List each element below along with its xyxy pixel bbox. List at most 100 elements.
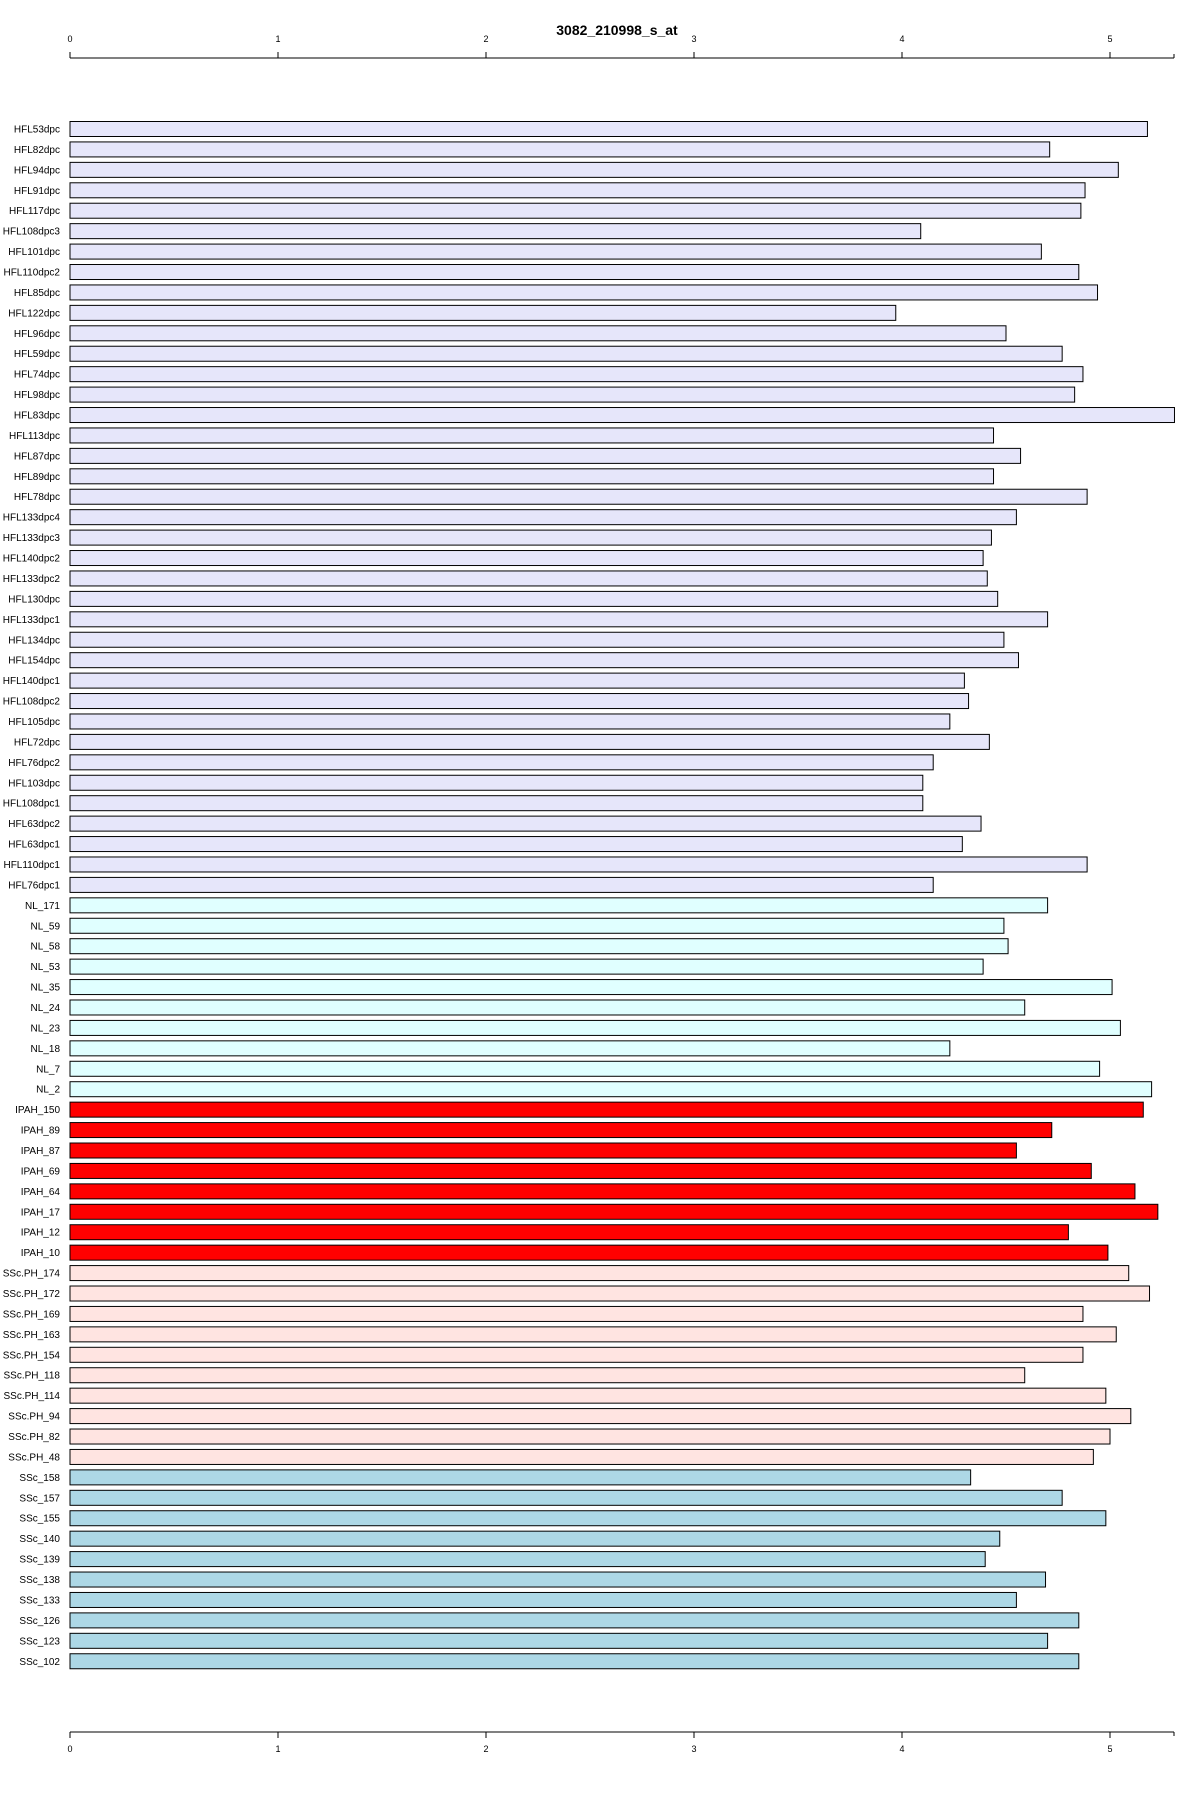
bar (69, 1571, 1047, 1588)
category-label: SSc.PH_118 (3, 1371, 60, 1382)
category-label: NL_58 (31, 942, 61, 953)
bar (69, 1428, 1111, 1445)
bar (69, 345, 1063, 362)
category-label: SSc.PH_94 (8, 1412, 60, 1423)
category-label: HFL82dpc (14, 145, 60, 156)
category-label: IPAH_12 (21, 1228, 61, 1239)
category-label: HFL108dpc3 (3, 227, 61, 238)
bar (69, 1346, 1084, 1363)
category-label: HFL140dpc1 (3, 676, 61, 687)
category-label: HFL89dpc (14, 472, 60, 483)
bar (69, 509, 1017, 526)
category-label: HFL94dpc (14, 165, 60, 176)
bottom-tick-label: 5 (1107, 1744, 1112, 1754)
category-label: HFL133dpc4 (3, 513, 61, 524)
category-label: SSc_102 (19, 1657, 60, 1668)
category-label: SSc.PH_172 (3, 1289, 61, 1300)
bar (69, 1367, 1026, 1384)
bar (69, 1632, 1049, 1649)
bar (69, 590, 999, 607)
bar (69, 795, 924, 812)
bar (69, 815, 982, 832)
bar (69, 1162, 1092, 1179)
category-label: HFL76dpc1 (8, 880, 60, 891)
bar (69, 611, 1049, 628)
bar (69, 1081, 1153, 1098)
top-tick-label: 4 (899, 34, 904, 44)
category-label: HFL53dpc (14, 125, 60, 136)
category-label: SSc.PH_163 (3, 1330, 61, 1341)
category-label: HFL85dpc (14, 288, 60, 299)
bar (69, 447, 1022, 464)
category-label: SSc_133 (19, 1595, 60, 1606)
category-label: HFL83dpc (14, 411, 60, 422)
category-labels: HFL53dpc HFL82dpc HFL94dpc HFL91dpc HFL117dp… (3, 125, 61, 1668)
category-label: SSc.PH_154 (3, 1350, 61, 1361)
bar (69, 1244, 1109, 1261)
bar (69, 243, 1042, 260)
bar (69, 1265, 1130, 1282)
bar (69, 264, 1080, 281)
category-label: SSc.PH_174 (3, 1269, 61, 1280)
bar (69, 1612, 1080, 1629)
category-label: SSc_157 (19, 1493, 60, 1504)
bar (69, 407, 1175, 424)
bar (69, 1224, 1069, 1241)
bar (69, 1060, 1101, 1077)
category-label: NL_24 (31, 1003, 61, 1014)
category-label: HFL74dpc (14, 370, 60, 381)
category-label: HFL108dpc2 (3, 697, 61, 708)
bar (69, 325, 1007, 342)
bottom-tick-label: 2 (483, 1744, 488, 1754)
category-label: HFL76dpc2 (8, 758, 60, 769)
bar (69, 652, 1019, 669)
category-label: SSc_138 (19, 1575, 60, 1586)
chart-title: 3082_210998_s_at (556, 22, 678, 38)
bar (69, 1285, 1151, 1302)
bottom-x-axis: 0 1 2 3 4 5 (67, 1731, 1175, 1754)
bar (69, 856, 1088, 873)
top-tick-label: 1 (275, 34, 280, 44)
bar (69, 774, 924, 791)
bar (69, 141, 1051, 158)
category-label: HFL133dpc2 (3, 574, 61, 585)
category-label: IPAH_69 (21, 1166, 61, 1177)
category-label: IPAH_87 (21, 1146, 61, 1157)
bar (69, 1469, 972, 1486)
category-label: HFL108dpc1 (3, 799, 61, 810)
category-label: SSc.PH_169 (3, 1309, 61, 1320)
bar (69, 1142, 1017, 1159)
bar (69, 999, 1026, 1016)
category-label: IPAH_64 (21, 1187, 61, 1198)
category-label: HFL110dpc2 (3, 268, 60, 279)
bar (69, 529, 992, 546)
top-tick-label: 5 (1107, 34, 1112, 44)
category-label: HFL87dpc (14, 451, 60, 462)
category-label: HFL122dpc (8, 308, 60, 319)
category-label: SSc_123 (19, 1636, 60, 1647)
bottom-tick-label: 4 (899, 1744, 904, 1754)
bar (69, 1387, 1107, 1404)
bar (69, 1408, 1132, 1425)
bar (69, 1530, 1001, 1547)
bar (69, 938, 1009, 955)
category-label: HFL101dpc (8, 247, 60, 258)
category-label: NL_18 (31, 1044, 61, 1055)
bar (69, 713, 951, 730)
bar (69, 1591, 1017, 1608)
bar (69, 631, 1005, 648)
bar (69, 1510, 1107, 1527)
bar (69, 427, 995, 444)
bar (69, 1653, 1080, 1670)
bar (69, 488, 1088, 505)
bar (69, 836, 963, 853)
bar (69, 570, 988, 587)
bars (69, 121, 1175, 1670)
bar (69, 182, 1086, 199)
category-label: HFL134dpc (8, 635, 60, 646)
bar (69, 733, 990, 750)
category-label: HFL96dpc (14, 329, 60, 340)
bar (69, 223, 922, 240)
category-label: HFL59dpc (14, 349, 60, 360)
